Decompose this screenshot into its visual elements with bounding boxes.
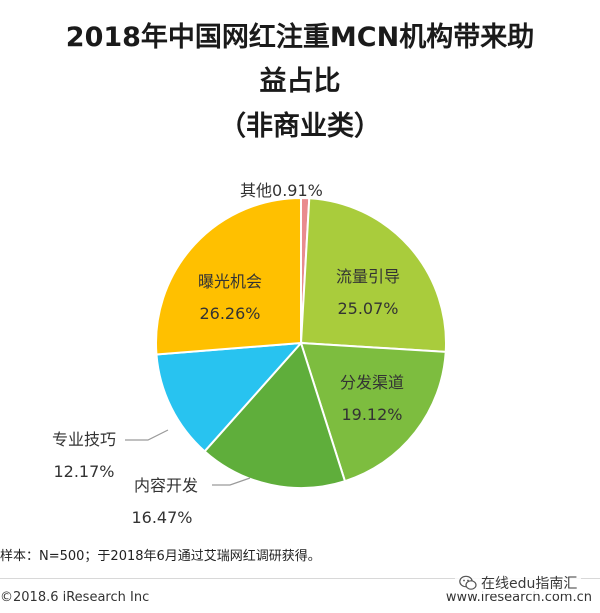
chart-title-line-2: 益占比 — [259, 66, 341, 97]
slice-label-content-name: 内容开发 — [134, 476, 198, 495]
leader-line-content — [212, 477, 251, 486]
slice-label-skills-value: 12.17% — [53, 462, 114, 481]
pie-slice-3 — [203, 341, 347, 489]
copyright-text: ©2018.6 iResearch Inc — [0, 590, 150, 605]
sample-footnote: 样本：N=500；于2018年6月通过艾瑞网红调研获得。 — [0, 549, 321, 564]
pie-slice-5 — [155, 196, 302, 356]
slice-label-other: 其他0.91% — [240, 181, 323, 200]
chart-title-line-1: 2018年中国网红注重MCN机构带来助 — [65, 22, 535, 53]
slice-label-traffic-name: 流量引导 — [336, 267, 400, 286]
wechat-icon — [459, 575, 477, 590]
chart-title-line-3: （非商业类） — [219, 111, 381, 142]
leader-line-skills — [125, 429, 169, 441]
slice-label-other-name: 其他 — [240, 181, 272, 200]
watermark: 在线edu指南汇 — [455, 572, 582, 594]
pie-slice-2 — [299, 341, 447, 483]
slice-label-distribution-value: 19.12% — [341, 405, 402, 424]
pie-slice-1 — [299, 197, 448, 353]
slice-label-traffic-value: 25.07% — [337, 299, 398, 318]
slice-label-skills-name: 专业技巧 — [52, 430, 116, 449]
pie-chart: 其他0.91% 流量引导 25.07% 分发渠道 19.12% 内容开发 16.… — [52, 181, 448, 527]
watermark-text: 在线edu指南汇 — [481, 576, 578, 592]
slice-label-distribution-name: 分发渠道 — [340, 373, 404, 392]
slice-labels: 其他0.91% 流量引导 25.07% 分发渠道 19.12% 内容开发 16.… — [52, 181, 404, 527]
slice-label-exposure-name: 曝光机会 — [198, 272, 262, 291]
leader-lines — [125, 429, 251, 486]
slice-label-exposure-value: 26.26% — [199, 304, 260, 323]
slice-label-other-value: 0.91% — [272, 181, 323, 200]
pie-slices — [155, 196, 448, 489]
footer-divider — [0, 578, 600, 579]
slice-label-content-value: 16.47% — [131, 508, 192, 527]
pie-slice-4 — [155, 341, 304, 453]
